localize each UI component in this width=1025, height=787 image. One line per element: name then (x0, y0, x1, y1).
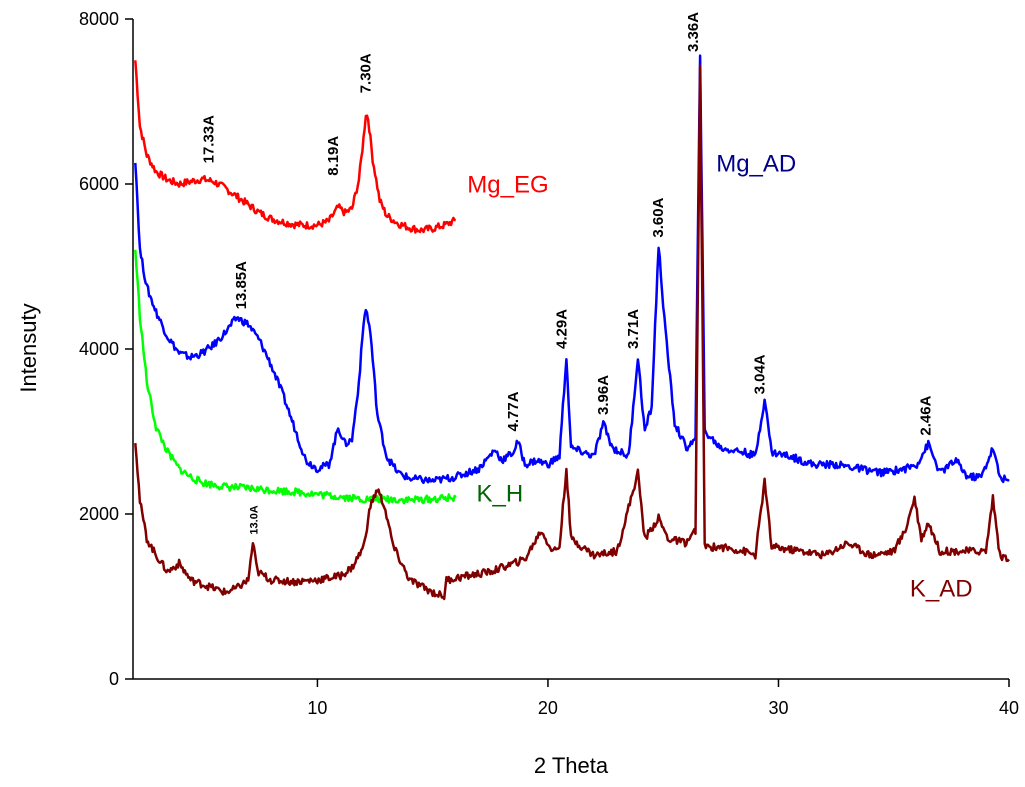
x-tick-label: 20 (538, 698, 558, 718)
y-tick-label: 2000 (79, 504, 119, 524)
y-axis-title: Intensuty (16, 303, 41, 392)
series-line-mg-eg (134, 60, 457, 234)
series-line-k-h (134, 249, 457, 505)
y-tick-label: 0 (109, 669, 119, 689)
peak-label: 3.60A (650, 197, 667, 237)
peak-label: 17.33A (201, 115, 218, 164)
y-tick-label: 6000 (79, 174, 119, 194)
peak-label: 3.96A (595, 375, 612, 415)
peak-label: 13.0A (249, 505, 261, 534)
y-tick-label: 8000 (79, 9, 119, 29)
series-label-mg-eg: Mg_EG (467, 171, 548, 198)
plot-area: Mg_EG Mg_AD K_H K_AD 17.33A 8.19A 7.30A 13.85A 4… (134, 12, 1010, 603)
series-line-k-ad (134, 64, 1010, 601)
peak-label: 3.71A (625, 309, 642, 349)
peak-label: 3.36A (685, 12, 702, 52)
peak-label: 13.85A (233, 261, 250, 310)
peak-label: 7.30A (357, 53, 374, 93)
x-tick-label: 40 (999, 698, 1019, 718)
peak-label: 3.04A (752, 354, 769, 394)
peak-label: 2.46A (918, 395, 935, 435)
series-label-k-ad: K_AD (910, 576, 973, 603)
axes: 0 2000 4000 6000 8000 10 20 30 40 (79, 9, 1019, 718)
peak-label: 8.19A (325, 136, 342, 176)
series-line-mg-ad (134, 54, 1010, 485)
x-tick-label: 30 (768, 698, 788, 718)
y-tick-label: 4000 (79, 339, 119, 359)
series-label-k-h: K_H (476, 481, 523, 508)
peak-label: 4.77A (505, 391, 522, 431)
series-label-mg-ad: Mg_AD (716, 151, 796, 178)
peak-label: 4.29A (553, 309, 570, 349)
x-axis-title: 2 Theta (534, 753, 609, 778)
x-tick-label: 10 (307, 698, 327, 718)
